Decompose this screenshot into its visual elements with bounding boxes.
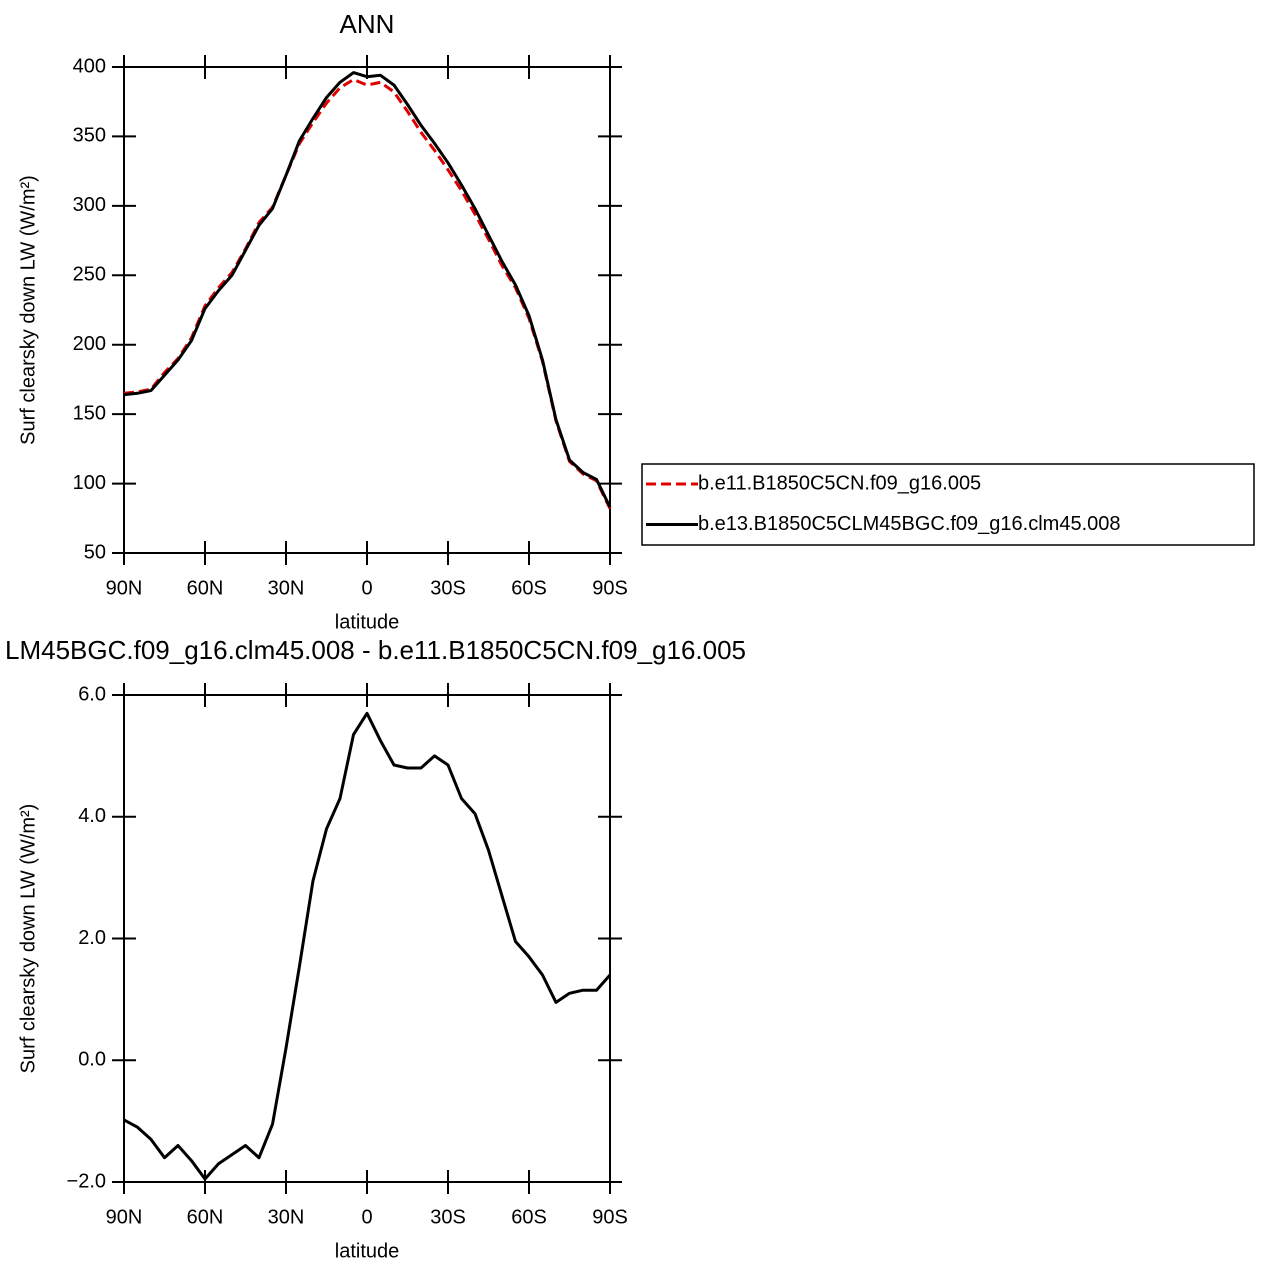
x-tick-label: 30S: [430, 577, 466, 599]
x-tick-label: 60S: [511, 1206, 547, 1228]
y-tick-label: 100: [73, 472, 106, 494]
y-tick-label: 250: [73, 264, 106, 286]
y-tick-label: 300: [73, 194, 106, 216]
x-tick-label: 30N: [268, 1206, 305, 1228]
x-tick-label: 30N: [268, 577, 305, 599]
plot-frame: [123, 66, 611, 554]
y-tick-label: 350: [73, 125, 106, 147]
y-tick-label: −2.0: [67, 1170, 106, 1192]
y-axis-label: Surf clearsky down LW (W/m²): [17, 804, 39, 1074]
y-tick-label: 4.0: [78, 805, 106, 827]
y-tick-label: 200: [73, 333, 106, 355]
y-tick-label: 50: [84, 541, 106, 563]
chart-title: ANN: [340, 9, 395, 39]
x-tick-label: 60N: [187, 577, 224, 599]
x-tick-label: 0: [361, 577, 372, 599]
y-tick-label: 2.0: [78, 927, 106, 949]
x-axis-label: latitude: [335, 611, 400, 633]
x-tick-label: 90N: [106, 1206, 143, 1228]
y-tick-label: 6.0: [78, 683, 106, 705]
y-tick-label: 0.0: [78, 1049, 106, 1071]
x-tick-label: 90S: [592, 1206, 628, 1228]
x-tick-label: 60N: [187, 1206, 224, 1228]
data-line: [123, 711, 612, 1181]
x-tick-label: 0: [361, 1206, 372, 1228]
x-tick-label: 90S: [592, 577, 628, 599]
x-tick-label: 90N: [106, 577, 143, 599]
x-tick-label: 30S: [430, 1206, 466, 1228]
data-line: [123, 71, 612, 508]
y-axis-label: Surf clearsky down LW (W/m²): [17, 175, 39, 445]
plot-frame: [123, 694, 611, 1183]
chart-title: LM45BGC.f09_g16.clm45.008 - b.e11.B1850C…: [5, 635, 746, 665]
legend-label: b.e13.B1850C5CLM45BGC.f09_g16.clm45.008: [698, 513, 1121, 535]
x-axis-label: latitude: [335, 1240, 400, 1262]
legend-label: b.e11.B1850C5CN.f09_g16.005: [698, 472, 981, 494]
data-line: [123, 78, 612, 510]
y-tick-label: 150: [73, 402, 106, 424]
y-tick-label: 400: [73, 55, 106, 77]
x-tick-label: 60S: [511, 577, 547, 599]
legend-box: [641, 463, 1255, 546]
